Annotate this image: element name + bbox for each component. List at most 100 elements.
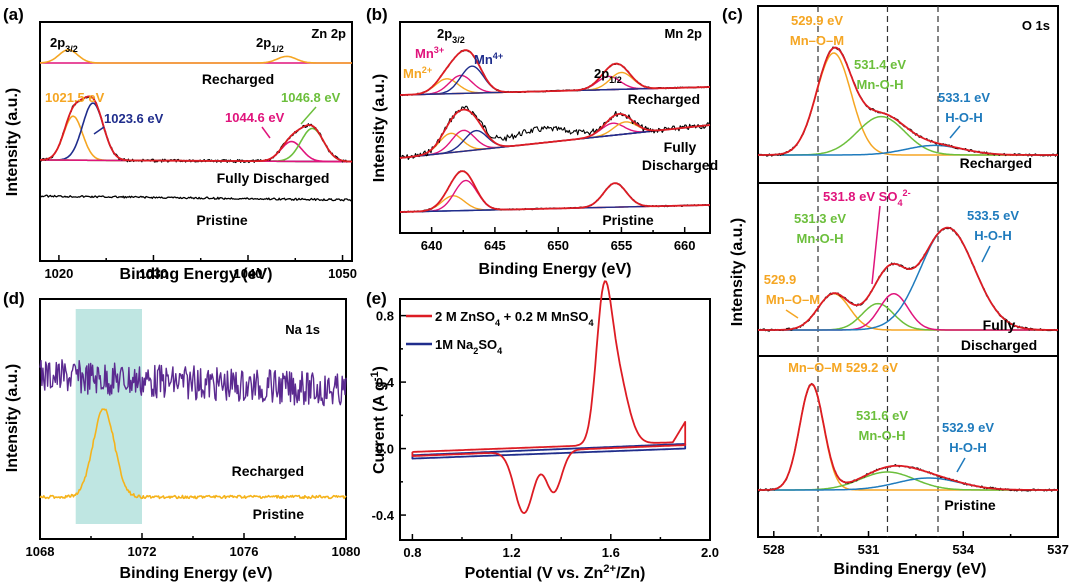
o1s-raw-data-2 — [757, 382, 1059, 492]
legend-label-znso4: 2 M ZnSO4 + 0.2 M MnSO4 — [435, 309, 595, 328]
label-mnoh-d: Mn-O-H — [797, 231, 844, 246]
y-axis-label-d: Intensity (a.u.) — [4, 364, 21, 472]
x-c-tick-label: 534 — [952, 542, 974, 557]
label-2p12-a: 2p1/2 — [256, 35, 284, 54]
plot-frame — [399, 21, 711, 234]
label-2p12-b: 2p1/2 — [594, 66, 622, 85]
x-d-tick-label: 1076 — [230, 544, 259, 559]
label-533-1-r: 533.1 eV — [938, 90, 990, 105]
label-529-9-r: 529.9 eV — [791, 13, 843, 28]
panel-label-e: (e) — [366, 289, 387, 308]
label-2p32-b: 2p3/2 — [437, 26, 465, 45]
caption-discharged-a: Fully Discharged — [217, 170, 330, 186]
label-mnoh-r: Mn-O-H — [857, 77, 904, 92]
x-axis-label-d: Binding Energy (eV) — [120, 565, 273, 582]
y-axis-label-b: Intensity (a.u.) — [371, 74, 388, 182]
panel-c: (c) O 1s Intensity (a.u.) Binding Energy (e… — [722, 5, 1069, 578]
arrow-hoh-r — [949, 125, 961, 139]
x-a-tick-label: 1020 — [44, 266, 73, 281]
panel-label-a: (a) — [3, 5, 24, 24]
mn-component-2-1 — [400, 179, 710, 213]
plot-frame — [757, 5, 1059, 538]
label-2p32-a: 2p3/2 — [50, 35, 78, 54]
arrow-hoh-d — [981, 245, 991, 263]
label-mnoh-p: Mn-O-H — [859, 428, 906, 443]
caption-recharged-b: Recharged — [628, 91, 700, 107]
label-mnom-r: Mn–O–M — [790, 33, 844, 48]
x-axis-label-a: Binding Energy (eV) — [120, 266, 273, 283]
caption-pristine-c: Pristine — [944, 497, 996, 513]
caption-pristine-d: Pristine — [253, 506, 305, 522]
label-531-3-d: 531.3 eV — [794, 211, 846, 226]
panel-label-d: (d) — [3, 289, 25, 308]
label-hoh-r: H-O-H — [945, 110, 983, 125]
panel-title-d: Na 1s — [285, 322, 320, 337]
label-hoh-d: H-O-H — [974, 228, 1012, 243]
mn-envelope-fit-0 — [400, 49, 710, 96]
plot-frame — [39, 21, 353, 262]
y-axis-label-a: Intensity (a.u.) — [4, 88, 21, 196]
x-axis-label-e: Potential (V vs. Zn2+/Zn) — [465, 563, 646, 582]
label-mnom-d: Mn–O–M — [766, 292, 820, 307]
recharged-peak-fit — [39, 49, 352, 64]
label-mn4: Mn4+ — [474, 51, 503, 67]
label-so4-d: 531.8 eV SO42- — [823, 188, 911, 208]
caption-recharged-d: Recharged — [232, 463, 304, 479]
x-e-tick-label: 1.6 — [602, 545, 620, 560]
caption-fully-c: Fully — [983, 317, 1016, 333]
y-e-tick-label: 0.0 — [376, 442, 394, 457]
x-d-tick-label: 1068 — [26, 544, 55, 559]
label-1021-5: 1021.5 eV — [45, 90, 105, 105]
pristine-raw-data — [39, 194, 353, 202]
panel-b: (b) Mn 2p Intensity (a.u.) Binding Energy (… — [366, 5, 718, 278]
o1s-raw-data-0 — [757, 46, 1059, 157]
o1s-component-0-0 — [758, 52, 1058, 156]
y-axis-label-c: Intensity (a.u.) — [729, 218, 746, 326]
label-533-5-d: 533.5 eV — [967, 208, 1019, 223]
recharged-raw-data-d — [39, 359, 347, 407]
x-a-tick-label: 1030 — [139, 266, 168, 281]
panel-d: (d) Na 1s Intensity (a.u.) Binding Energy (… — [3, 289, 360, 582]
discharged-envelope-fit — [40, 95, 353, 163]
x-b-tick-label: 655 — [611, 238, 633, 253]
y-e-tick-label: -0.4 — [372, 508, 395, 523]
pristine-raw-data-d — [39, 408, 347, 500]
mn-envelope-fit-1 — [399, 108, 711, 159]
label-mn3: Mn3+ — [415, 45, 444, 61]
o1s-component-2-0 — [758, 383, 1058, 491]
o1s-envelope-fit-2 — [758, 383, 1058, 491]
label-532-9-p: 532.9 eV — [942, 420, 994, 435]
x-a-tick-label: 1040 — [234, 266, 263, 281]
arrow-1044-6 — [261, 126, 271, 139]
x-e-tick-label: 2.0 — [701, 545, 719, 560]
panel-e: (e) Current (A g-1) Potential (V vs. Zn2+/… — [366, 280, 719, 582]
panel-title-c: O 1s — [1022, 18, 1050, 33]
x-c-tick-label: 531 — [858, 542, 880, 557]
caption-recharged-c: Recharged — [960, 155, 1032, 171]
x-d-tick-label: 1080 — [332, 544, 361, 559]
caption-pristine-b: Pristine — [602, 212, 654, 228]
discharged-component-0 — [40, 115, 353, 163]
x-c-tick-label: 528 — [763, 542, 785, 557]
caption-recharged-a: Recharged — [202, 71, 274, 87]
x-b-tick-label: 660 — [674, 238, 696, 253]
znso4-mnso4-cv-curve — [411, 280, 687, 514]
x-axis-label-b: Binding Energy (eV) — [479, 261, 632, 278]
x-a-tick-label: 1050 — [328, 266, 357, 281]
arrow-mnom-d — [785, 309, 799, 319]
caption-discharged-b: Discharged — [642, 157, 718, 173]
x-d-tick-label: 1072 — [128, 544, 157, 559]
label-1044-6: 1044.6 eV — [225, 110, 285, 125]
panel-label-c: (c) — [722, 5, 743, 24]
label-529-2-p: Mn–O–M 529.2 eV — [788, 360, 898, 375]
label-529-9-d: 529.9 — [764, 272, 797, 287]
arrow-hoh-p — [956, 457, 966, 473]
x-b-tick-label: 640 — [421, 238, 443, 253]
legend-label-na2so4: 1M Na2SO4 — [435, 337, 503, 356]
x-b-tick-label: 645 — [484, 238, 506, 253]
label-mn2: Mn2+ — [403, 65, 432, 81]
x-e-tick-label: 0.8 — [403, 545, 421, 560]
na2so4-cv-curve — [411, 443, 687, 460]
panel-a: (a) Zn 2p Intensity (a.u.) Binding Energy (… — [3, 5, 357, 283]
